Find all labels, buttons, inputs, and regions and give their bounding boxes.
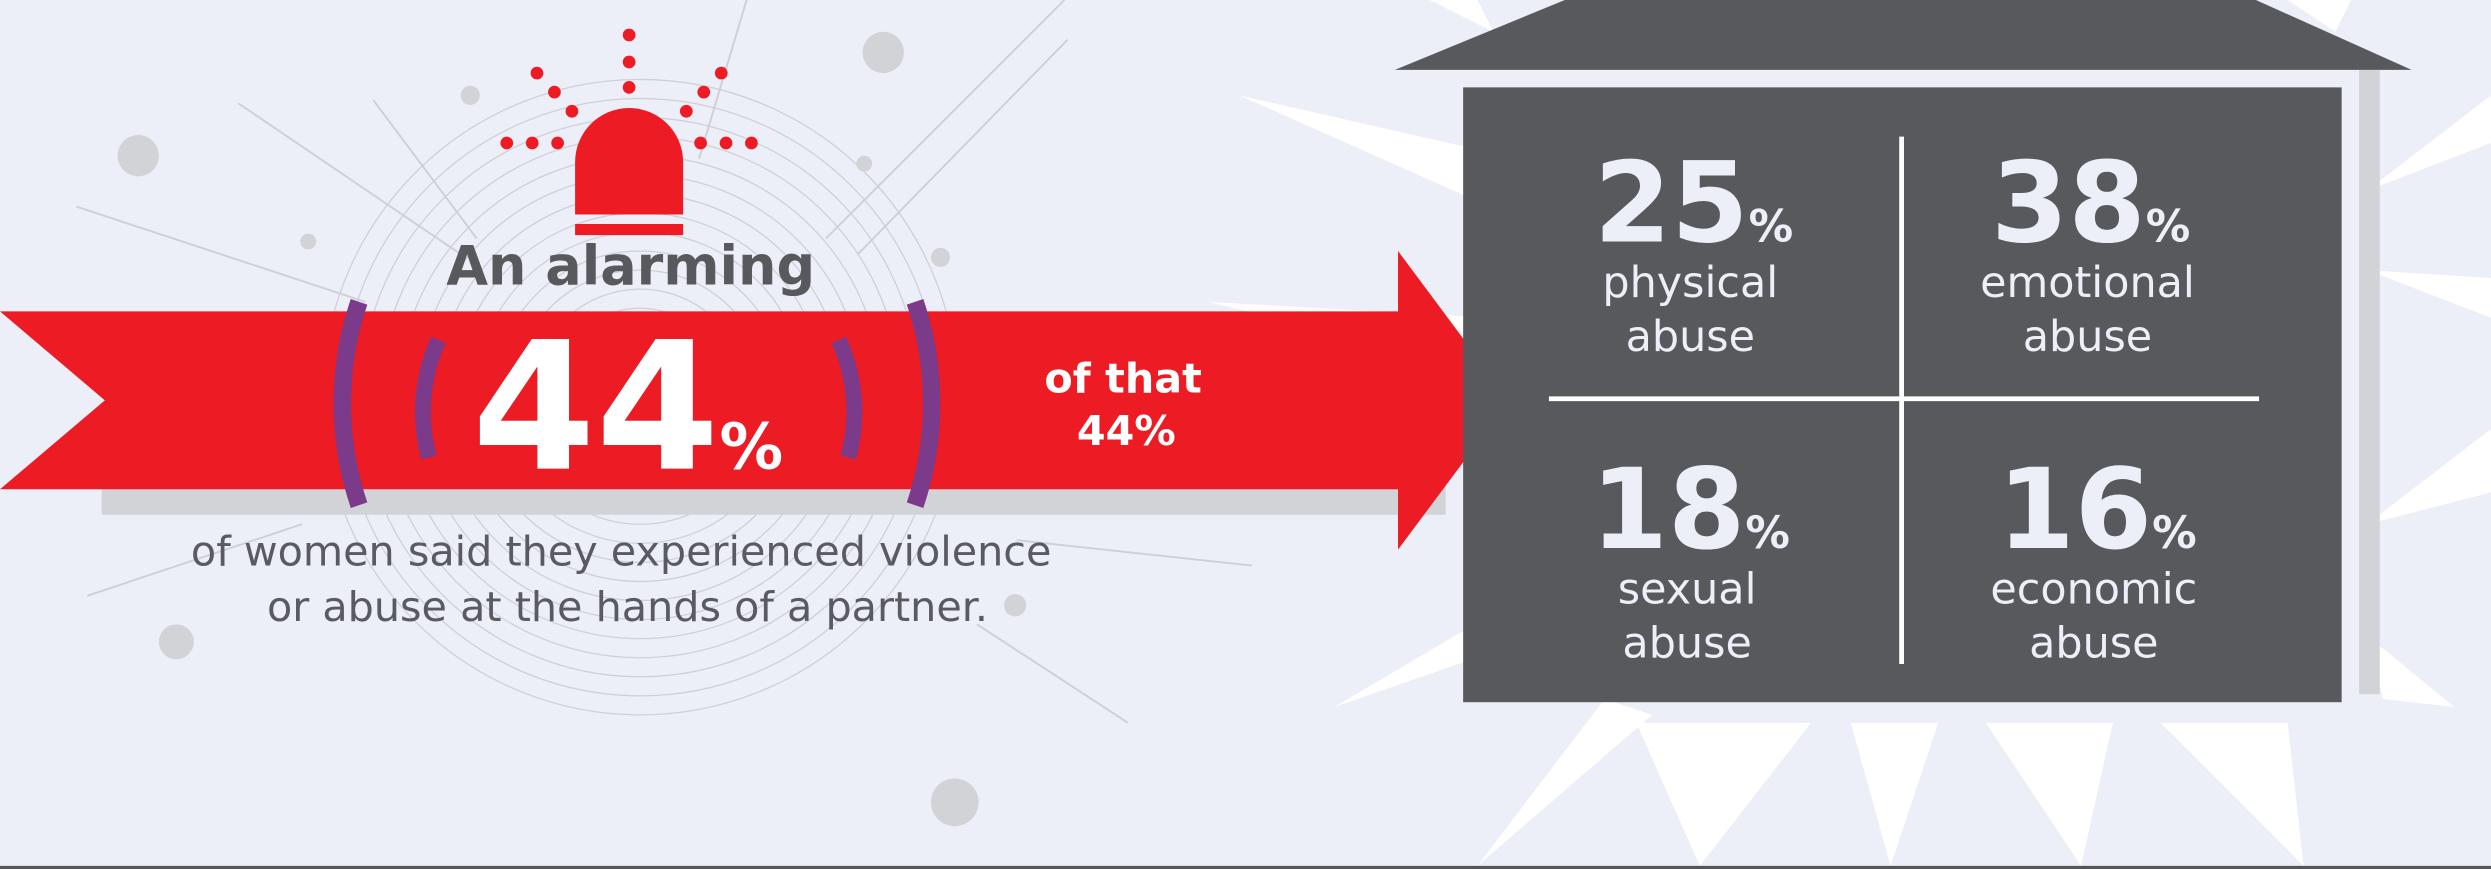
stat-label: abuse xyxy=(1626,312,1755,362)
stat-unit: % xyxy=(1749,201,1794,252)
house-roof xyxy=(1395,0,2412,70)
stat-unit: % xyxy=(2152,508,2197,559)
stat-label: sexual xyxy=(1618,565,1757,615)
stat-label: emotional xyxy=(1980,258,2195,308)
stat-unit: % xyxy=(1745,508,1790,559)
stat-label: abuse xyxy=(2029,619,2158,669)
connector-line: 44% xyxy=(1077,407,1176,455)
caption-line: or abuse at the hands of a partner. xyxy=(267,583,988,631)
intro-text: An alarming xyxy=(446,234,815,297)
stat-label: economic xyxy=(1990,565,2197,615)
headline-number: 44 xyxy=(472,304,720,511)
stat-unit: % xyxy=(2146,201,2191,252)
stat-label: abuse xyxy=(2023,312,2152,362)
connector-line: of that xyxy=(1044,354,1201,402)
house-shadow xyxy=(2359,70,2380,694)
caption-line: of women said they experienced violence xyxy=(191,528,1051,576)
stat-label: physical xyxy=(1602,258,1778,308)
stat-number: 38 xyxy=(1991,139,2146,268)
headline-unit: % xyxy=(719,410,783,484)
stat-label: abuse xyxy=(1622,619,1751,669)
stat-number: 25 xyxy=(1594,139,1749,268)
stat-number: 18 xyxy=(1591,446,1746,575)
infographic: An alarming 44% of women said they exper… xyxy=(0,0,2491,869)
stat-number: 16 xyxy=(1997,446,2152,575)
